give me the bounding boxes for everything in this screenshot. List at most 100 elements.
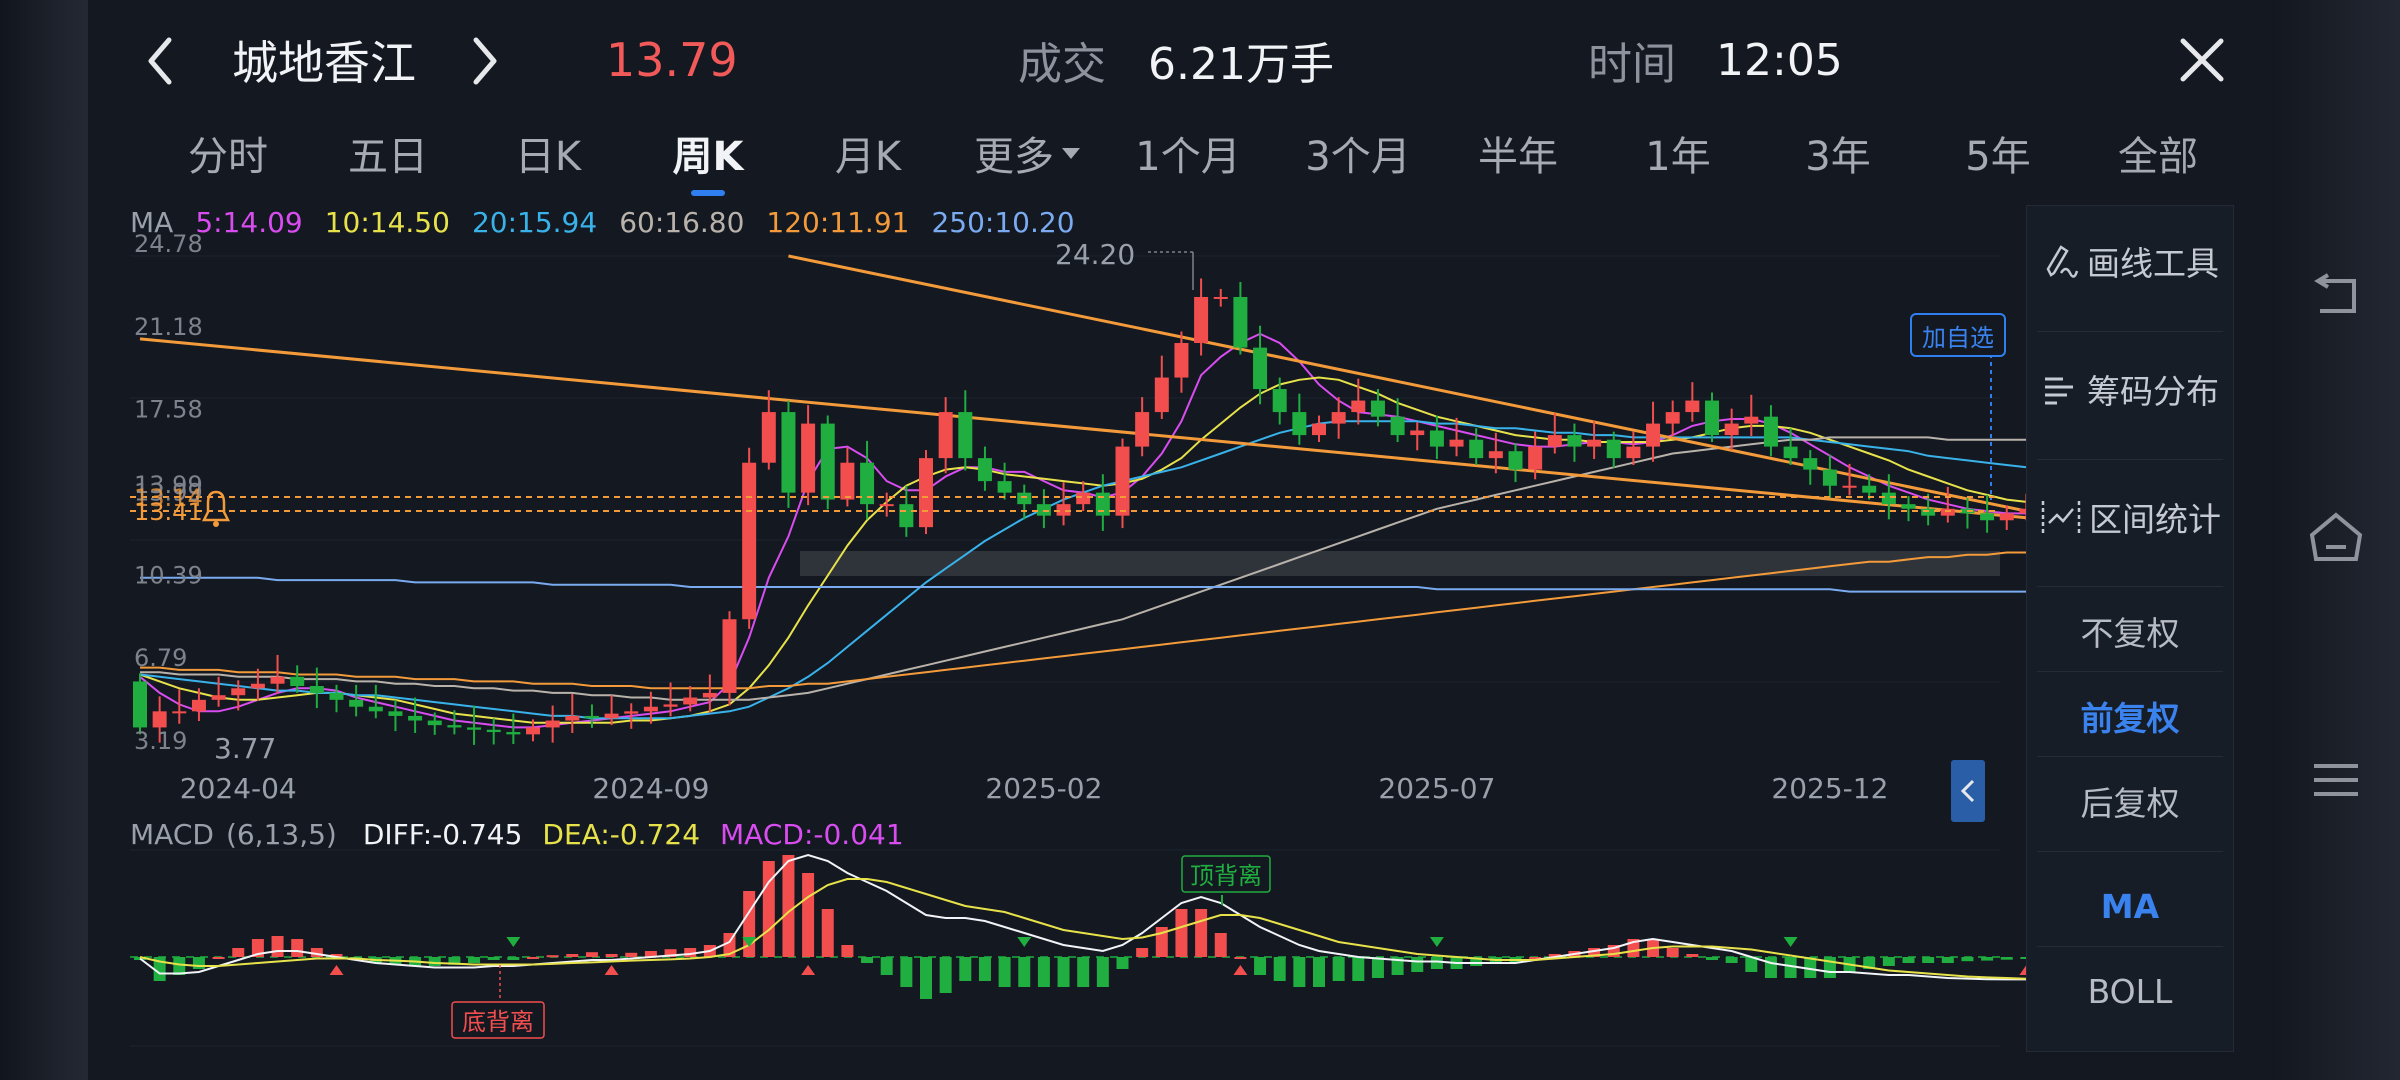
close-button[interactable] bbox=[2174, 32, 2230, 88]
x-tick-label: 2024-04 bbox=[180, 772, 297, 805]
tab-5-years[interactable]: 5年 bbox=[1965, 134, 2031, 180]
x-tick-label: 2025-07 bbox=[1378, 772, 1495, 805]
tab-monthly-k[interactable]: 月K bbox=[834, 134, 902, 180]
candle-body bbox=[938, 412, 953, 459]
macd-bar bbox=[1588, 948, 1601, 957]
macd-bar bbox=[330, 954, 343, 957]
candle-body bbox=[467, 727, 482, 730]
collapse-button[interactable] bbox=[1951, 760, 1985, 822]
bottom-divergence-box bbox=[451, 1001, 545, 1039]
boll-indicator-option[interactable]: BOLL bbox=[2087, 971, 2173, 1011]
trend-line bbox=[139, 337, 2027, 520]
macd-bar bbox=[1254, 957, 1267, 975]
tab-all[interactable]: 全部 bbox=[2118, 134, 2198, 180]
tab-weekly-k[interactable]: 周K bbox=[648, 118, 768, 196]
tab-five-day[interactable]: 五日 bbox=[348, 134, 428, 180]
top-divergence-box bbox=[1181, 855, 1271, 893]
macd-bar bbox=[939, 957, 952, 993]
price-lines bbox=[130, 496, 2000, 512]
macd-bar bbox=[959, 957, 972, 981]
prev-stock-button[interactable] bbox=[135, 34, 185, 88]
macd-bar bbox=[802, 873, 815, 957]
candle-body bbox=[1429, 430, 1444, 447]
candle-body bbox=[1312, 423, 1326, 436]
ma-lines bbox=[139, 332, 2027, 729]
forward-adjust-option[interactable]: 前复权 bbox=[2080, 699, 2180, 738]
candle-body bbox=[860, 462, 875, 505]
macd-bar bbox=[1037, 957, 1050, 987]
candle-body bbox=[1921, 508, 1936, 516]
candle-body bbox=[1587, 439, 1602, 447]
candle-body bbox=[1665, 412, 1680, 424]
candle-body bbox=[447, 725, 462, 728]
tab-3-years[interactable]: 3年 bbox=[1805, 134, 1871, 180]
candle-body bbox=[801, 423, 816, 493]
macd-bar bbox=[428, 957, 441, 966]
candle-body bbox=[1135, 412, 1150, 447]
candle-body bbox=[781, 412, 796, 493]
tab-3-months[interactable]: 3个月 bbox=[1305, 134, 1411, 180]
candle-body bbox=[1744, 416, 1759, 424]
macd-bar bbox=[762, 861, 775, 957]
range-stats-button[interactable]: 区间统计 bbox=[2027, 482, 2233, 552]
macd-signal-triangle bbox=[801, 965, 816, 975]
macd-dea: DEA:-0.724 bbox=[542, 817, 701, 851]
tab-half-year[interactable]: 半年 bbox=[1478, 134, 1558, 180]
candle-body bbox=[427, 720, 442, 726]
tab-more[interactable]: 更多 bbox=[958, 118, 1098, 188]
candle-body bbox=[879, 504, 894, 507]
tab-intraday[interactable]: 分时 bbox=[188, 134, 268, 180]
candle-body bbox=[1390, 416, 1405, 436]
candle-body bbox=[1174, 343, 1189, 378]
home-nav-button[interactable] bbox=[2306, 505, 2366, 569]
macd-bar bbox=[1175, 909, 1188, 957]
add-watchlist-button[interactable]: 加自选 bbox=[1910, 313, 2006, 357]
time-value: 12:05 bbox=[1716, 34, 1843, 86]
price-line-label: 13.99 bbox=[134, 471, 203, 499]
back-nav-button[interactable] bbox=[2306, 265, 2366, 325]
y-tick-label: 21.18 bbox=[134, 313, 203, 341]
macd-bar bbox=[1293, 957, 1306, 987]
bell-icon bbox=[201, 490, 231, 527]
sidebar-divider bbox=[2037, 756, 2223, 757]
trend-lines bbox=[139, 254, 2027, 520]
candle-body bbox=[1626, 446, 1641, 459]
volume-label: 成交 bbox=[1018, 39, 1106, 90]
candle-body bbox=[1469, 439, 1484, 459]
candle-body bbox=[1410, 430, 1425, 436]
y-tick-label: 3.19 bbox=[134, 727, 187, 755]
candle-body bbox=[761, 412, 776, 463]
no-adjust-option[interactable]: 不复权 bbox=[2080, 614, 2180, 653]
candle-body bbox=[1822, 469, 1837, 486]
macd-bar bbox=[644, 951, 657, 957]
candle-body bbox=[1036, 504, 1051, 516]
tab-daily-k[interactable]: 日K bbox=[514, 134, 582, 180]
macd-value: MACD:-0.041 bbox=[720, 817, 904, 851]
next-stock-button[interactable] bbox=[460, 34, 510, 88]
x-axis-ticks: 2024-04 2024-09 2025-02 2025-07 2025-12 bbox=[180, 772, 1889, 805]
tab-1-year[interactable]: 1年 bbox=[1645, 134, 1711, 180]
ma-indicator-option[interactable]: MA bbox=[2100, 886, 2160, 926]
menu-nav-button[interactable] bbox=[2306, 750, 2366, 810]
y-tick-label: 24.78 bbox=[134, 230, 203, 258]
candle-body bbox=[1272, 389, 1287, 413]
chip-distribution-button[interactable]: 筹码分布 bbox=[2027, 354, 2233, 424]
candle-body bbox=[172, 711, 187, 714]
macd-bar bbox=[1725, 957, 1738, 963]
ma-line-ma5 bbox=[139, 332, 2027, 729]
macd-bar bbox=[1391, 957, 1404, 975]
macd-bar bbox=[1470, 957, 1483, 966]
backward-adjust-option[interactable]: 后复权 bbox=[2080, 784, 2180, 823]
tab-1-month[interactable]: 1个月 bbox=[1135, 134, 1241, 180]
stock-name: 城地香江 bbox=[232, 36, 416, 90]
chart-sidebar: 画线工具 筹码分布 区间统计 不复权 前复权 后复权 MA BOLL bbox=[2026, 205, 2234, 1052]
macd-bar bbox=[448, 957, 461, 965]
macd-bar bbox=[664, 949, 677, 957]
candle-body bbox=[329, 692, 344, 700]
macd-bar bbox=[192, 957, 205, 969]
macd-bar bbox=[1057, 957, 1070, 987]
macd-bar bbox=[1548, 954, 1561, 957]
draw-tool-button[interactable]: 画线工具 bbox=[2027, 226, 2233, 296]
macd-bar bbox=[1411, 957, 1424, 972]
